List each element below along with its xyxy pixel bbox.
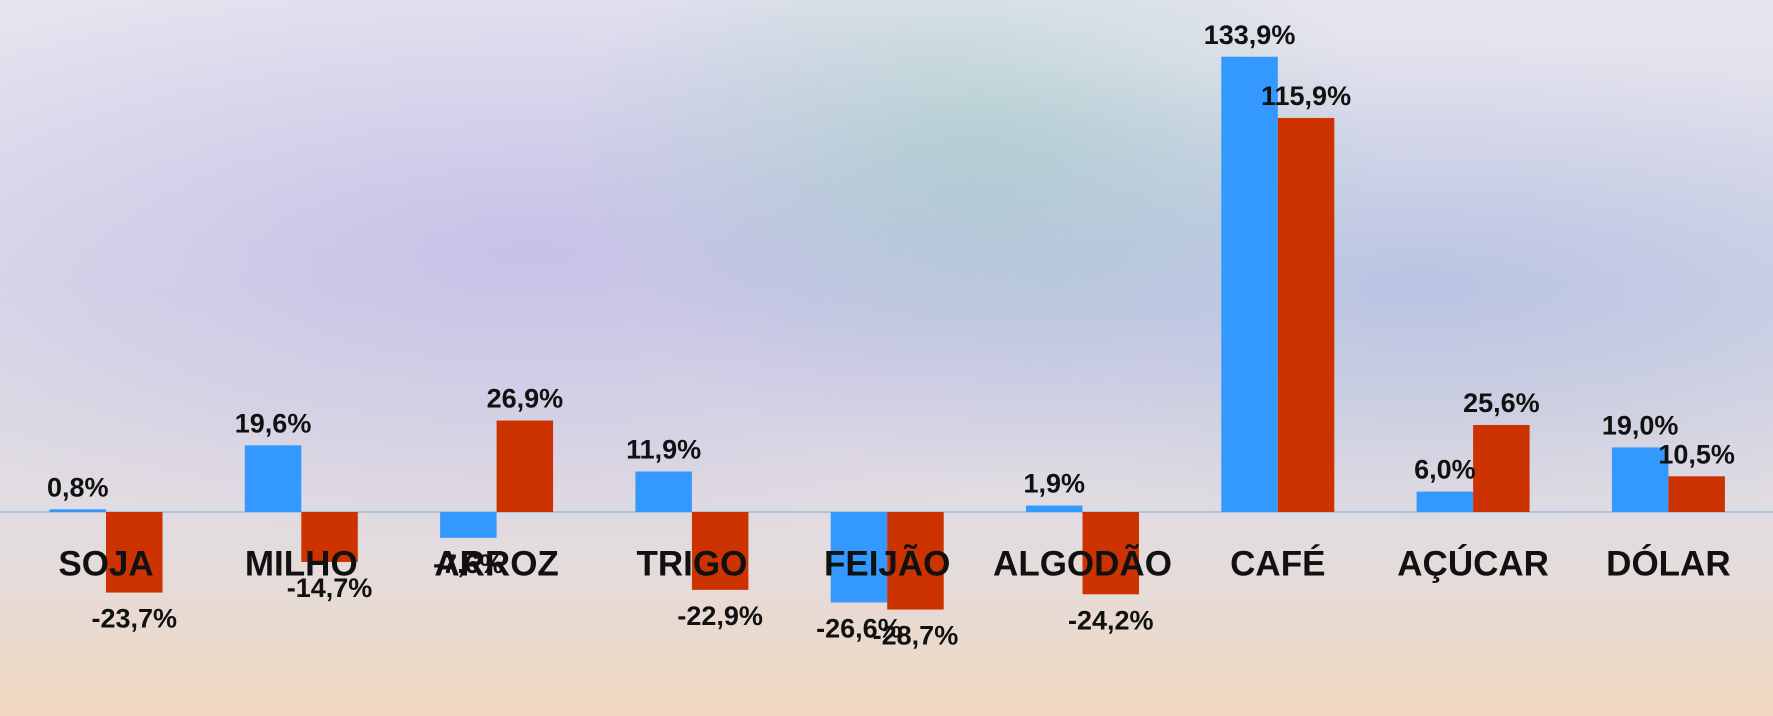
bar — [106, 512, 163, 593]
bar — [691, 512, 749, 590]
bar — [1082, 512, 1139, 595]
value-label: -24,2% — [1068, 605, 1154, 635]
value-label: 11,9% — [626, 435, 701, 465]
bar — [1026, 505, 1083, 512]
value-label: 133,9% — [1204, 20, 1296, 50]
value-label: 6,0% — [1414, 455, 1476, 485]
x-tick-label: ALGODÃO — [993, 544, 1172, 583]
value-label: 19,0% — [1602, 411, 1679, 441]
value-label: -14,7% — [287, 573, 373, 603]
value-label: -28,7% — [873, 621, 959, 651]
bar — [1611, 447, 1669, 512]
value-label: 26,9% — [487, 384, 564, 414]
x-tick-label: CAFÉ — [1230, 543, 1325, 583]
bar — [830, 512, 888, 603]
x-tick-label: ARROZ — [434, 544, 558, 583]
x-tick-label: DÓLAR — [1606, 543, 1730, 583]
bar — [496, 420, 554, 512]
value-label: 0,8% — [47, 472, 109, 502]
bar — [635, 471, 692, 512]
bar — [301, 512, 358, 562]
bar — [244, 445, 302, 512]
bar — [1473, 424, 1530, 512]
x-tick-label: MILHO — [245, 544, 358, 583]
x-tick-label: TRIGO — [636, 544, 747, 583]
bar — [1277, 117, 1335, 512]
value-label: 25,6% — [1463, 388, 1540, 418]
bar — [1668, 476, 1725, 512]
bar — [440, 512, 497, 538]
value-label: -23,7% — [91, 604, 177, 634]
value-label: -7,6% — [433, 549, 504, 579]
bar — [1221, 56, 1278, 513]
x-tick-label: AÇÚCAR — [1397, 543, 1549, 583]
value-label: 1,9% — [1023, 469, 1085, 499]
value-label: 115,9% — [1261, 81, 1351, 111]
value-label: 19,6% — [235, 408, 312, 438]
bar — [887, 512, 944, 610]
bar — [49, 509, 106, 512]
x-tick-label: SOJA — [58, 544, 153, 583]
value-label: 10,5% — [1658, 439, 1735, 469]
x-tick-label: FEIJÃO — [824, 544, 950, 583]
bar — [1416, 491, 1474, 512]
value-label: -26,6% — [816, 614, 902, 644]
value-label: -22,9% — [677, 601, 763, 631]
